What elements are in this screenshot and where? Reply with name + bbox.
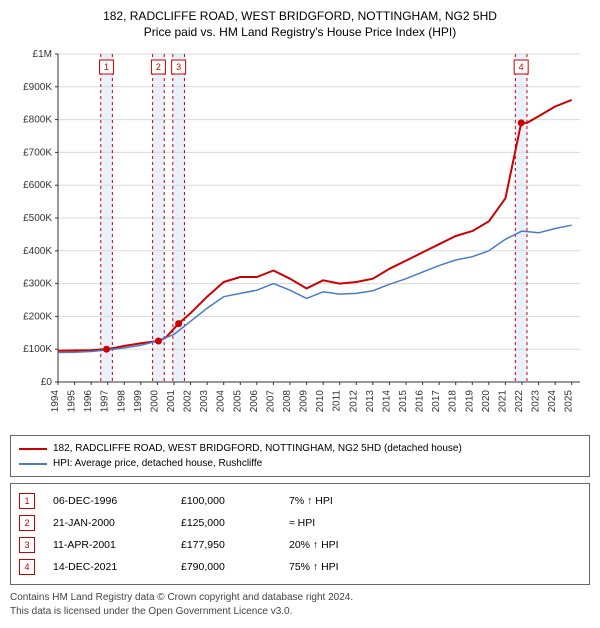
legend-label: HPI: Average price, detached house, Rush… [53, 456, 262, 471]
svg-text:2016: 2016 [415, 390, 426, 413]
svg-text:1995: 1995 [67, 390, 78, 413]
event-date: 14-DEC-2021 [53, 561, 163, 573]
svg-text:2001: 2001 [166, 390, 177, 413]
legend-swatch [19, 448, 47, 450]
svg-text:2006: 2006 [249, 390, 260, 413]
svg-text:2010: 2010 [315, 390, 326, 413]
svg-text:1999: 1999 [133, 390, 144, 413]
svg-text:2005: 2005 [232, 390, 243, 413]
legend: 182, RADCLIFFE ROAD, WEST BRIDGFORD, NOT… [10, 435, 590, 477]
footer-line-1: Contains HM Land Registry data © Crown c… [10, 591, 590, 605]
svg-text:£200K: £200K [23, 312, 52, 323]
svg-text:4: 4 [519, 62, 524, 72]
svg-text:£400K: £400K [23, 246, 52, 257]
event-date: 21-JAN-2000 [53, 517, 163, 529]
svg-text:2004: 2004 [216, 390, 227, 413]
svg-text:2012: 2012 [348, 390, 359, 413]
event-row: 1 06-DEC-1996 £100,000 7% ↑ HPI [19, 490, 581, 512]
svg-text:2013: 2013 [365, 390, 376, 413]
svg-text:1996: 1996 [83, 390, 94, 413]
legend-row: HPI: Average price, detached house, Rush… [19, 456, 581, 471]
event-marker: 3 [19, 537, 35, 553]
svg-text:£700K: £700K [23, 148, 52, 159]
svg-text:£1M: £1M [33, 49, 52, 60]
title-line-1: 182, RADCLIFFE ROAD, WEST BRIDGFORD, NOT… [10, 8, 590, 24]
event-date: 06-DEC-1996 [53, 495, 163, 507]
event-hpi: ≈ HPI [289, 517, 581, 529]
event-row: 4 14-DEC-2021 £790,000 75% ↑ HPI [19, 556, 581, 578]
legend-row: 182, RADCLIFFE ROAD, WEST BRIDGFORD, NOT… [19, 441, 581, 456]
svg-text:2007: 2007 [265, 390, 276, 413]
svg-text:1998: 1998 [116, 390, 127, 413]
svg-text:2021: 2021 [497, 390, 508, 413]
svg-text:2015: 2015 [398, 390, 409, 413]
footer: Contains HM Land Registry data © Crown c… [10, 591, 590, 618]
event-row: 3 11-APR-2001 £177,950 20% ↑ HPI [19, 534, 581, 556]
svg-text:2025: 2025 [564, 390, 575, 413]
svg-text:2: 2 [156, 62, 161, 72]
svg-text:2002: 2002 [183, 390, 194, 413]
svg-text:£100K: £100K [23, 345, 52, 356]
events-table: 1 06-DEC-1996 £100,000 7% ↑ HPI 2 21-JAN-2000… [10, 483, 590, 585]
svg-text:1994: 1994 [50, 390, 61, 413]
svg-text:2000: 2000 [149, 390, 160, 413]
svg-text:£600K: £600K [23, 181, 52, 192]
svg-text:£500K: £500K [23, 213, 52, 224]
event-hpi: 75% ↑ HPI [289, 561, 581, 573]
svg-text:2008: 2008 [282, 390, 293, 413]
legend-swatch [19, 463, 47, 465]
chart-title: 182, RADCLIFFE ROAD, WEST BRIDGFORD, NOT… [10, 8, 590, 40]
svg-text:£800K: £800K [23, 115, 52, 126]
event-marker: 1 [19, 493, 35, 509]
event-marker: 4 [19, 559, 35, 575]
svg-text:2014: 2014 [381, 390, 392, 413]
svg-text:2020: 2020 [481, 390, 492, 413]
event-price: £100,000 [181, 495, 271, 507]
svg-text:2003: 2003 [199, 390, 210, 413]
page: 182, RADCLIFFE ROAD, WEST BRIDGFORD, NOT… [0, 0, 600, 628]
chart: £0 £100K £200K £300K £400K £500K £600K £700K £80… [10, 44, 590, 429]
svg-text:2011: 2011 [332, 390, 343, 412]
event-price: £177,950 [181, 539, 271, 551]
legend-label: 182, RADCLIFFE ROAD, WEST BRIDGFORD, NOT… [53, 441, 462, 456]
svg-text:2009: 2009 [299, 390, 310, 413]
event-hpi: 7% ↑ HPI [289, 495, 581, 507]
event-price: £790,000 [181, 561, 271, 573]
svg-text:1: 1 [104, 62, 109, 72]
svg-text:2023: 2023 [531, 390, 542, 413]
event-marker: 2 [19, 515, 35, 531]
svg-text:2017: 2017 [431, 390, 442, 413]
svg-text:2018: 2018 [448, 390, 459, 413]
chart-svg: £0 £100K £200K £300K £400K £500K £600K £700K £80… [10, 44, 590, 424]
svg-text:2019: 2019 [464, 390, 475, 413]
svg-text:£0: £0 [41, 377, 53, 388]
event-row: 2 21-JAN-2000 £125,000 ≈ HPI [19, 512, 581, 534]
svg-text:£900K: £900K [23, 82, 52, 93]
title-line-2: Price paid vs. HM Land Registry's House … [10, 24, 590, 40]
svg-text:1997: 1997 [100, 390, 111, 413]
event-date: 11-APR-2001 [53, 539, 163, 551]
event-hpi: 20% ↑ HPI [289, 539, 581, 551]
svg-text:2022: 2022 [514, 390, 525, 413]
footer-line-2: This data is licensed under the Open Gov… [10, 605, 590, 619]
svg-text:3: 3 [176, 62, 181, 72]
svg-text:2024: 2024 [547, 390, 558, 413]
event-price: £125,000 [181, 517, 271, 529]
svg-text:£300K: £300K [23, 279, 52, 290]
